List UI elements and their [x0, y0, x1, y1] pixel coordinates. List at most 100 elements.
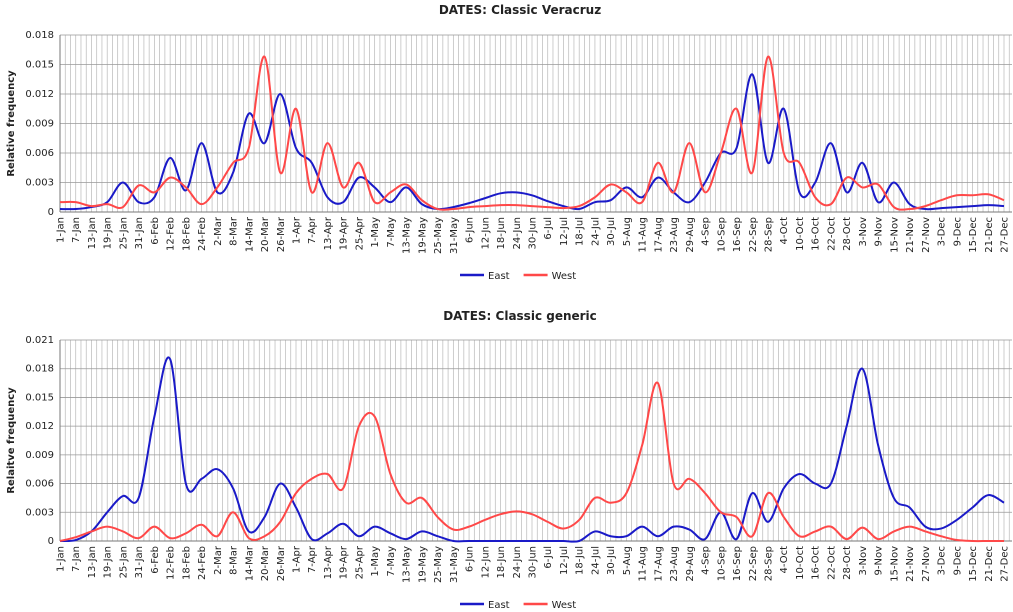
chart-title: DATES: Classic generic: [443, 309, 597, 323]
x-tick-label: 31-Jan: [134, 217, 145, 249]
x-tick-label: 7-May: [386, 546, 397, 577]
x-tick-label: 19-May: [417, 217, 428, 254]
series-line: [59, 55, 1005, 211]
x-tick-label: 11-Aug: [638, 546, 649, 582]
y-tick-label: 0.018: [25, 364, 54, 375]
x-tick-label: 12-Feb: [166, 217, 177, 251]
x-tick-label: 9-Nov: [874, 217, 885, 247]
x-tick-label: 4-Oct: [779, 546, 790, 574]
x-tick-label: 18-Jul: [575, 546, 586, 575]
series-line: [59, 381, 1004, 543]
x-tick-label: 19-Jan: [103, 546, 114, 578]
x-tick-label: 15-Nov: [889, 217, 900, 253]
x-tick-label: 13-Jan: [87, 217, 98, 249]
x-tick-label: 14-Mar: [244, 545, 255, 581]
x-tick-label: 15-Dec: [968, 546, 979, 582]
x-tick-label: 9-Dec: [952, 546, 963, 575]
x-tick-label: 12-Jun: [480, 546, 491, 579]
x-tick-label: 2-Mar: [213, 545, 224, 575]
x-tick-label: 13-Apr: [323, 216, 334, 250]
x-tick-label: 3-Dec: [937, 217, 948, 246]
x-tick-label: 1-Jan: [56, 546, 67, 572]
x-tick-label: 22-Sep: [748, 546, 759, 581]
y-tick-label: 0.003: [25, 507, 54, 518]
x-tick-label: 27-Nov: [921, 546, 932, 582]
x-tick-label: 16-Sep: [732, 546, 743, 581]
x-tick-label: 12-Jun: [480, 217, 491, 250]
x-tick-label: 6-Jul: [543, 546, 554, 569]
x-tick-label: 25-Jan: [118, 217, 129, 249]
x-tick-label: 21-Dec: [984, 546, 995, 582]
x-tick-label: 6-Jun: [465, 217, 476, 243]
x-tick-label: 15-Dec: [968, 217, 979, 253]
x-tick-label: 7-Jan: [71, 217, 82, 243]
x-tick-label: 27-Nov: [921, 217, 932, 253]
x-tick-label: 26-Mar: [276, 545, 287, 581]
x-tick-label: 19-Jan: [103, 217, 114, 249]
x-tick-label: 31-May: [449, 546, 460, 583]
x-tick-label: 24-Feb: [197, 217, 208, 251]
x-tick-label: 1-Jan: [56, 217, 67, 243]
series-line: [59, 356, 1005, 543]
x-tick-label: 3-Nov: [858, 217, 869, 247]
y-tick-label: 0.006: [25, 479, 54, 490]
x-tick-label: 31-Jan: [134, 546, 145, 578]
x-tick-label: 12-Jul: [559, 217, 570, 246]
x-tick-label: 7-Apr: [307, 216, 318, 244]
x-tick-label: 24-Jul: [590, 546, 601, 575]
x-tick-label: 24-Jul: [590, 217, 601, 246]
x-tick-label: 17-Aug: [653, 217, 664, 253]
x-tick-label: 27-Dec: [1000, 546, 1011, 582]
x-tick-label: 13-May: [402, 217, 413, 254]
y-tick-label: 0.015: [25, 60, 54, 71]
x-tick-label: 24-Jun: [512, 217, 523, 250]
chart-title: DATES: Classic Veracruz: [439, 3, 601, 17]
x-tick-label: 25-Jan: [118, 546, 129, 578]
legend-label: West: [552, 271, 577, 282]
x-tick-label: 22-Sep: [748, 217, 759, 252]
x-tick-label: 10-Sep: [716, 217, 727, 252]
y-axis-label: Relative frequency: [6, 70, 17, 177]
x-tick-label: 8-Mar: [229, 216, 240, 246]
x-tick-label: 9-Dec: [952, 217, 963, 246]
x-tick-label: 8-Mar: [229, 545, 240, 575]
x-tick-label: 19-May: [417, 546, 428, 583]
x-tick-label: 5-Aug: [622, 217, 633, 246]
x-tick-label: 6-Jul: [543, 217, 554, 240]
x-tick-label: 24-Feb: [197, 546, 208, 580]
x-tick-label: 14-Mar: [244, 216, 255, 252]
x-tick-label: 1-Apr: [292, 216, 303, 244]
x-tick-label: 25-Apr: [354, 216, 365, 250]
x-tick-label: 27-Dec: [1000, 217, 1011, 253]
x-tick-label: 28-Oct: [842, 546, 853, 580]
x-tick-label: 30-Jun: [528, 217, 539, 250]
x-tick-label: 29-Aug: [685, 546, 696, 582]
x-tick-label: 31-May: [449, 217, 460, 254]
x-tick-label: 16-Oct: [811, 546, 822, 580]
x-tick-label: 18-Feb: [181, 546, 192, 580]
x-tick-label: 22-Oct: [826, 546, 837, 580]
y-tick-label: 0.012: [25, 89, 54, 100]
x-tick-label: 1-Apr: [292, 545, 303, 573]
x-tick-label: 6-Feb: [150, 217, 161, 245]
x-tick-label: 18-Jun: [496, 217, 507, 250]
legend-label: West: [552, 600, 577, 611]
x-tick-label: 13-May: [402, 546, 413, 583]
x-tick-label: 28-Sep: [764, 546, 775, 581]
legend-label: East: [488, 600, 510, 611]
x-tick-label: 20-Mar: [260, 216, 271, 252]
x-tick-label: 29-Aug: [685, 217, 696, 253]
y-tick-label: 0.018: [25, 30, 54, 41]
series-line: [59, 73, 1005, 211]
x-tick-label: 30-Jul: [606, 217, 617, 246]
x-tick-label: 12-Jul: [559, 546, 570, 575]
x-tick-label: 5-Aug: [622, 546, 633, 575]
x-tick-label: 21-Nov: [905, 217, 916, 253]
x-tick-label: 4-Sep: [701, 217, 712, 246]
x-tick-label: 26-Mar: [276, 216, 287, 252]
x-tick-label: 19-Apr: [339, 545, 350, 579]
x-tick-label: 7-Jan: [71, 546, 82, 572]
x-tick-label: 25-Apr: [354, 545, 365, 579]
x-tick-label: 6-Feb: [150, 546, 161, 574]
x-tick-label: 10-Sep: [716, 546, 727, 581]
